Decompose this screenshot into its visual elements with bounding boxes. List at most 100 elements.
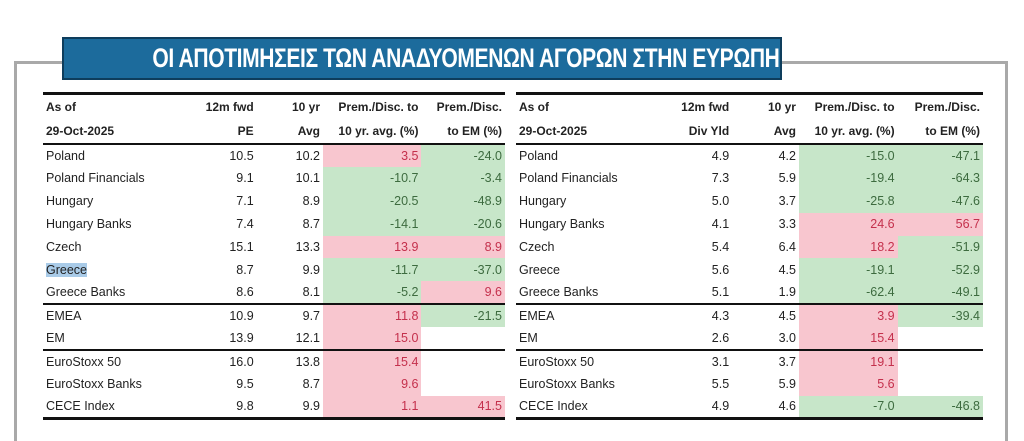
column-header: Div Yld bbox=[665, 119, 733, 145]
forward-value-cell: 9.1 bbox=[236, 171, 254, 186]
prem-disc-em-cell: -24.0 bbox=[421, 144, 505, 167]
prem-disc-em-cell: -52.9 bbox=[897, 258, 983, 282]
prem-disc-em-cell: -37.0 bbox=[421, 258, 505, 282]
row-label-text: CECE Index bbox=[46, 399, 115, 414]
forward-value-cell: 13.9 bbox=[229, 331, 254, 346]
row-label-text: Greece bbox=[46, 262, 87, 277]
forward-value-cell: 2.6 bbox=[711, 331, 730, 346]
ten-year-avg-cell: 3.0 bbox=[778, 331, 796, 346]
prem-disc-em-cell: 56.7 bbox=[897, 212, 983, 236]
prem-disc-avg-cell: -19.4 bbox=[798, 166, 898, 190]
ten-year-avg-cell: 4.2 bbox=[778, 148, 796, 163]
prem-disc-avg-cell: 24.6 bbox=[798, 212, 898, 236]
forward-value-cell: 9.5 bbox=[236, 377, 254, 392]
forward-value-cell: 4.3 bbox=[665, 303, 733, 328]
prem-disc-em-cell: 41.5 bbox=[421, 395, 505, 421]
table-row: Greece Banks 5.1 1.9 -62.4 -49.1 bbox=[516, 281, 983, 305]
row-label: EM bbox=[516, 327, 666, 350]
table-row: EuroStoxx Banks 9.5 8.7 9.6 bbox=[43, 372, 505, 396]
prem-disc-avg-cell: -20.5 bbox=[323, 189, 422, 213]
row-label: EMEA bbox=[516, 303, 666, 328]
row-label: Greece Banks bbox=[516, 281, 666, 304]
forward-value-cell: 8.7 bbox=[236, 262, 254, 277]
forward-value-cell: 5.0 bbox=[711, 194, 730, 209]
prem-disc-em-cell: -46.8 bbox=[897, 395, 983, 421]
prem-disc-em-cell: -64.3 bbox=[897, 166, 983, 190]
column-header: 10 yr bbox=[732, 92, 799, 119]
row-label: Hungary bbox=[43, 190, 190, 213]
row-label: Poland bbox=[43, 144, 190, 167]
row-label: Poland Financials bbox=[516, 167, 666, 190]
table-row: EuroStoxx Banks 5.5 5.9 5.6 bbox=[516, 372, 983, 396]
ten-year-avg-cell: 4.5 bbox=[778, 262, 796, 277]
row-label-text: EMEA bbox=[46, 309, 82, 324]
column-header: Prem./Disc. to bbox=[323, 92, 422, 119]
row-label: Czech bbox=[516, 236, 666, 259]
forward-value-cell: 7.3 bbox=[711, 171, 730, 186]
row-label: Hungary Banks bbox=[43, 213, 190, 236]
table-row: EM 13.9 12.1 15.0 bbox=[43, 327, 505, 351]
table-row: CECE Index 9.8 9.9 1.1 41.5 bbox=[43, 395, 505, 421]
forward-value-cell: 4.1 bbox=[711, 217, 730, 232]
prem-disc-em-cell: -47.6 bbox=[897, 189, 983, 213]
prem-disc-avg-cell: 9.6 bbox=[323, 372, 422, 396]
prem-disc-em-cell: 8.9 bbox=[421, 235, 505, 259]
ten-year-avg-cell: 4.5 bbox=[732, 303, 799, 328]
forward-value-cell: 10.5 bbox=[229, 148, 254, 163]
header-row: As of 12m fwd 10 yr Prem./Disc. to Prem./Dis… bbox=[43, 92, 505, 119]
prem-disc-em-cell bbox=[897, 349, 983, 373]
prem-disc-em-cell: -48.9 bbox=[421, 189, 505, 213]
row-label-text: Poland Financials bbox=[46, 171, 145, 186]
row-label-text: Greece Banks bbox=[519, 285, 599, 300]
row-label: Czech bbox=[43, 236, 190, 259]
row-label: Greece bbox=[516, 258, 666, 281]
forward-value-cell: 5.6 bbox=[711, 262, 730, 277]
table-row: Hungary 7.1 8.9 -20.5 -48.9 bbox=[43, 189, 505, 213]
prem-disc-em-cell: -47.1 bbox=[897, 144, 983, 167]
column-header: Prem./Disc. bbox=[897, 92, 983, 119]
prem-disc-avg-cell: 11.8 bbox=[323, 303, 422, 328]
forward-value-cell: 8.6 bbox=[236, 285, 254, 300]
prem-disc-avg-cell: -25.8 bbox=[798, 189, 898, 213]
prem-disc-em-cell bbox=[898, 327, 983, 350]
forward-value-cell: 7.1 bbox=[236, 194, 254, 209]
table-row: Poland 4.9 4.2 -15.0 -47.1 bbox=[516, 144, 983, 167]
column-header: 10 yr. avg. (%) bbox=[798, 119, 898, 145]
forward-value-cell: 5.5 bbox=[711, 377, 730, 392]
forward-value-cell: 5.1 bbox=[711, 285, 730, 300]
prem-disc-avg-cell: -19.1 bbox=[798, 258, 898, 282]
ten-year-avg-cell: 9.7 bbox=[256, 303, 324, 328]
prem-disc-avg-cell: 1.1 bbox=[323, 395, 422, 421]
prem-disc-avg-cell: 15.4 bbox=[323, 349, 422, 373]
column-header: PE bbox=[190, 119, 257, 145]
ten-year-avg-cell: 6.4 bbox=[778, 240, 796, 254]
table-row: EuroStoxx 50 16.0 13.8 15.4 bbox=[43, 349, 505, 373]
table-row: Hungary Banks 7.4 8.7 -14.1 -20.6 bbox=[43, 212, 505, 236]
ten-year-avg-cell: 8.7 bbox=[302, 217, 321, 232]
ten-year-avg-cell: 3.7 bbox=[778, 194, 796, 209]
table-row: Poland Financials 9.1 10.1 -10.7 -3.4 bbox=[43, 166, 505, 190]
table-row: Czech 5.4 6.4 18.2 -51.9 bbox=[516, 235, 983, 259]
row-label-text: Czech bbox=[46, 240, 82, 254]
forward-value-cell: 9.8 bbox=[190, 395, 257, 421]
forward-value-cell: 7.4 bbox=[236, 217, 254, 232]
header-row: As of 12m fwd 10 yr Prem./Disc. to Prem./Dis… bbox=[516, 92, 983, 119]
row-label-text: Czech bbox=[519, 240, 555, 254]
row-label-text: EM bbox=[46, 331, 65, 346]
row-label: Greece Banks bbox=[43, 281, 190, 304]
row-label-text: CECE Index bbox=[519, 399, 588, 414]
row-label-text: EuroStoxx Banks bbox=[519, 377, 615, 392]
forward-value-cell: 4.9 bbox=[665, 395, 733, 421]
row-label-text: Hungary bbox=[46, 194, 94, 209]
prem-disc-em-cell bbox=[421, 373, 505, 396]
prem-disc-avg-cell: 18.2 bbox=[798, 235, 898, 259]
ten-year-avg-cell: 13.3 bbox=[295, 240, 321, 254]
column-header: to EM (%) bbox=[421, 119, 505, 145]
prem-disc-em-cell: -39.4 bbox=[897, 303, 983, 328]
prem-disc-em-cell bbox=[898, 373, 983, 396]
row-label: CECE Index bbox=[516, 395, 666, 421]
prem-disc-avg-cell: 19.1 bbox=[798, 349, 898, 373]
ten-year-avg-cell: 8.1 bbox=[302, 285, 321, 300]
forward-value-cell: 15.1 bbox=[229, 240, 254, 254]
pe-valuation-table: As of 12m fwd 10 yr Prem./Disc. to Prem./Dis… bbox=[43, 92, 505, 421]
